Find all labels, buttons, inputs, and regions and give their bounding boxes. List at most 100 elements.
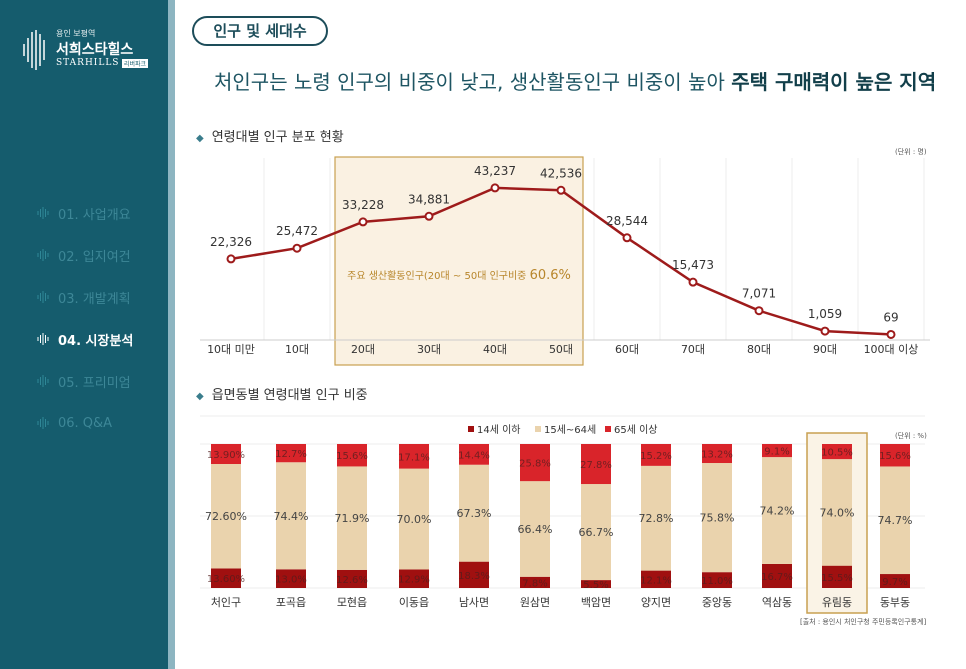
logo-icon [23,30,45,70]
x-tick-label: 유림동 [822,596,852,609]
bar-segment [520,444,550,482]
data-label: 34,881 [408,192,450,206]
bar-segment [211,568,241,588]
bar-segment [211,444,241,464]
logo-badge: 리버파크 [122,59,149,68]
bar-label: 74.0% [820,506,855,519]
x-tick-label: 10대 미만 [207,343,255,356]
data-label: 22,326 [210,235,252,249]
bar-segment [702,444,732,464]
bar-segment [520,576,550,588]
bar-segment [822,444,852,460]
bar-label: 11.0% [701,576,733,587]
logo-name: 서희스타힐스 [56,42,134,58]
bar-label: 13.0% [275,575,307,586]
bar-segment [880,466,910,575]
legend-label: 65세 이상 [614,424,658,436]
bar-label: 12.6% [336,575,368,586]
bar-label: 66.7% [579,526,614,539]
bar-segment [399,444,429,469]
data-label: 7,071 [742,287,776,301]
bar-label: 15.6% [336,451,368,462]
sidebar-item-6[interactable]: 06. Q&A [36,402,133,444]
sidebar-item-3[interactable]: 03. 개발계획 [36,276,133,318]
bar-title-text: 읍면동별 연령대별 인구 비중 [211,388,368,403]
bar-segment [762,563,792,588]
bar-label: 15.5% [821,573,853,584]
bar-segment [762,444,792,458]
sidebar-item-label: 03. 개발계획 [58,291,131,307]
data-point [688,277,698,287]
sidebar-divider [168,0,175,669]
wave-icon [37,249,49,261]
bar-label: 7.8% [522,578,547,589]
bar-label: 5.5% [583,580,608,591]
bar-segment [581,444,611,485]
bar-label: 18.3% [458,571,490,582]
bar-segment [581,580,611,588]
x-tick-label: 동부동 [880,596,910,609]
bar-segment [880,574,910,588]
bar-segment [641,465,671,571]
x-tick-label: 백암면 [581,596,611,609]
data-point [886,329,896,339]
data-point [556,185,566,195]
bar-label: 13.60% [207,574,245,585]
line-title-text: 연령대별 인구 분포 현황 [211,130,344,145]
data-label: 33,228 [342,198,384,212]
x-tick-label: 역삼동 [762,596,792,609]
x-tick-label: 중앙동 [702,596,732,609]
bar-label: 72.8% [639,512,674,525]
x-tick-label: 80대 [747,343,771,356]
line-chart-title: ◆ 연령대별 인구 분포 현황 [196,126,344,145]
bar-label: 16.7% [761,572,793,583]
bar-segment [880,444,910,467]
sidebar-item-label: 05. 프리미엄 [58,375,131,391]
bar-label: 74.2% [760,505,795,518]
data-label: 1,059 [808,307,842,321]
sidebar-item-5[interactable]: 05. 프리미엄 [36,360,133,402]
x-tick-label: 40대 [483,343,507,356]
sidebar-item-label: 01. 사업개요 [58,207,131,223]
legend-label: 14세 이하 [477,423,521,436]
bar-segment [211,463,241,569]
bar-segment [520,481,550,577]
bar-segment [276,444,306,463]
sidebar-item-2[interactable]: 02. 입지여건 [36,234,133,276]
bar-chart-title: ◆ 읍면동별 연령대별 인구 비중 [196,384,368,403]
bar-segment [459,464,489,562]
x-tick-label: 포곡읍 [276,596,306,609]
wave-icon [37,375,49,387]
data-label: 28,544 [606,214,648,228]
bar-label: 17.1% [398,452,430,463]
data-label: 43,237 [474,164,516,178]
bar-label: 67.3% [457,507,492,520]
logo-en: STARHILLS [56,58,120,68]
x-tick-label: 50대 [549,343,573,356]
bar-segment [822,459,852,566]
highlight-box [334,156,584,366]
bar-label: 13.2% [701,450,733,461]
legend-swatch [605,426,611,432]
x-tick-label: 30대 [417,343,441,356]
sidebar-item-4[interactable]: 04. 시장분석 [36,318,133,360]
data-point [490,183,500,193]
bar-label: 12.7% [275,449,307,460]
sidebar-item-1[interactable]: 01. 사업개요 [36,192,133,234]
bar-label: 74.7% [878,514,913,527]
bar-label: 12.1% [640,575,672,586]
data-label: 69 [883,310,898,324]
x-tick-label: 10대 [285,343,309,356]
x-tick-label: 20대 [351,343,375,356]
wave-icon [37,291,49,303]
bar-segment [459,444,489,465]
data-label: 15,473 [672,258,714,272]
data-point [754,306,764,316]
legend-label: 15세~64세 [544,424,596,436]
bar-segment [641,570,671,588]
bar-label: 15.2% [640,451,672,462]
bar-segment [702,572,732,588]
wave-icon [37,417,49,429]
bar-label: 75.8% [700,512,735,525]
